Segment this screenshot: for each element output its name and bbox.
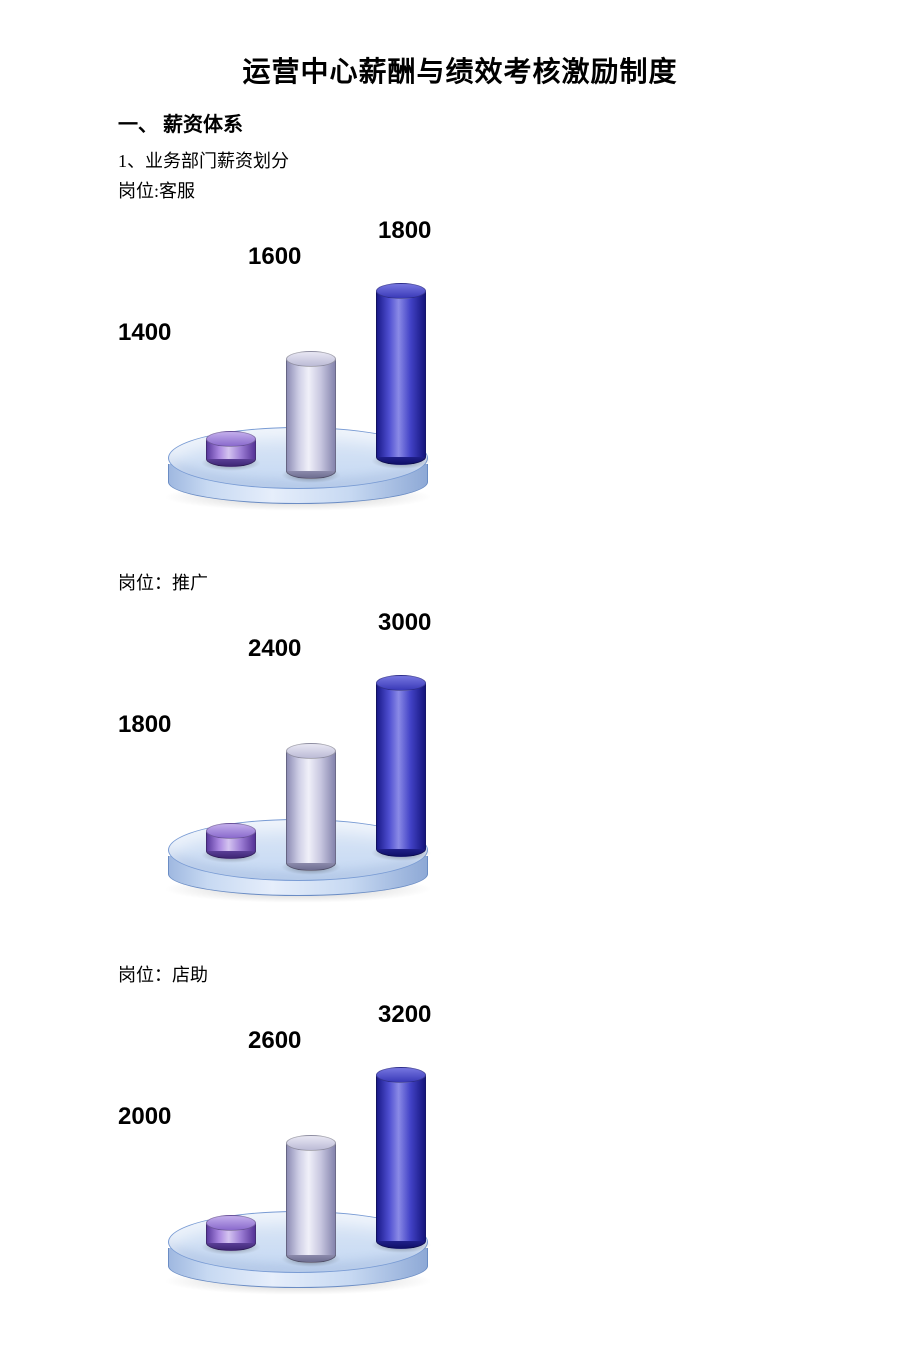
value-dianzhu-2: 2600 <box>248 1027 301 1055</box>
sub-heading-1: 1、业务部门薪资划分 <box>118 147 920 173</box>
value-tuigang-3: 3000 <box>378 609 431 637</box>
position-label-tuigang: 岗位：推广 <box>118 569 920 595</box>
value-dianzhu-3: 3200 <box>378 1001 431 1029</box>
position-label-kefu: 岗位:客服 <box>118 177 920 203</box>
position-label-dianzhu: 岗位：店助 <box>118 961 920 987</box>
chart-kefu: 1400 1600 1800 <box>118 209 538 519</box>
value-kefu-2: 1600 <box>248 243 301 271</box>
chart-dianzhu: 2000 2600 3200 <box>118 993 538 1303</box>
section-heading-1: 一、 薪资体系 <box>118 108 920 137</box>
value-tuigang-1: 1800 <box>118 711 171 739</box>
chart-tuigang: 1800 2400 3000 <box>118 601 538 911</box>
value-kefu-3: 1800 <box>378 217 431 245</box>
value-kefu-1: 1400 <box>118 319 171 347</box>
page-title: 运营中心薪酬与绩效考核激励制度 <box>0 50 920 90</box>
value-tuigang-2: 2400 <box>248 635 301 663</box>
value-dianzhu-1: 2000 <box>118 1103 171 1131</box>
